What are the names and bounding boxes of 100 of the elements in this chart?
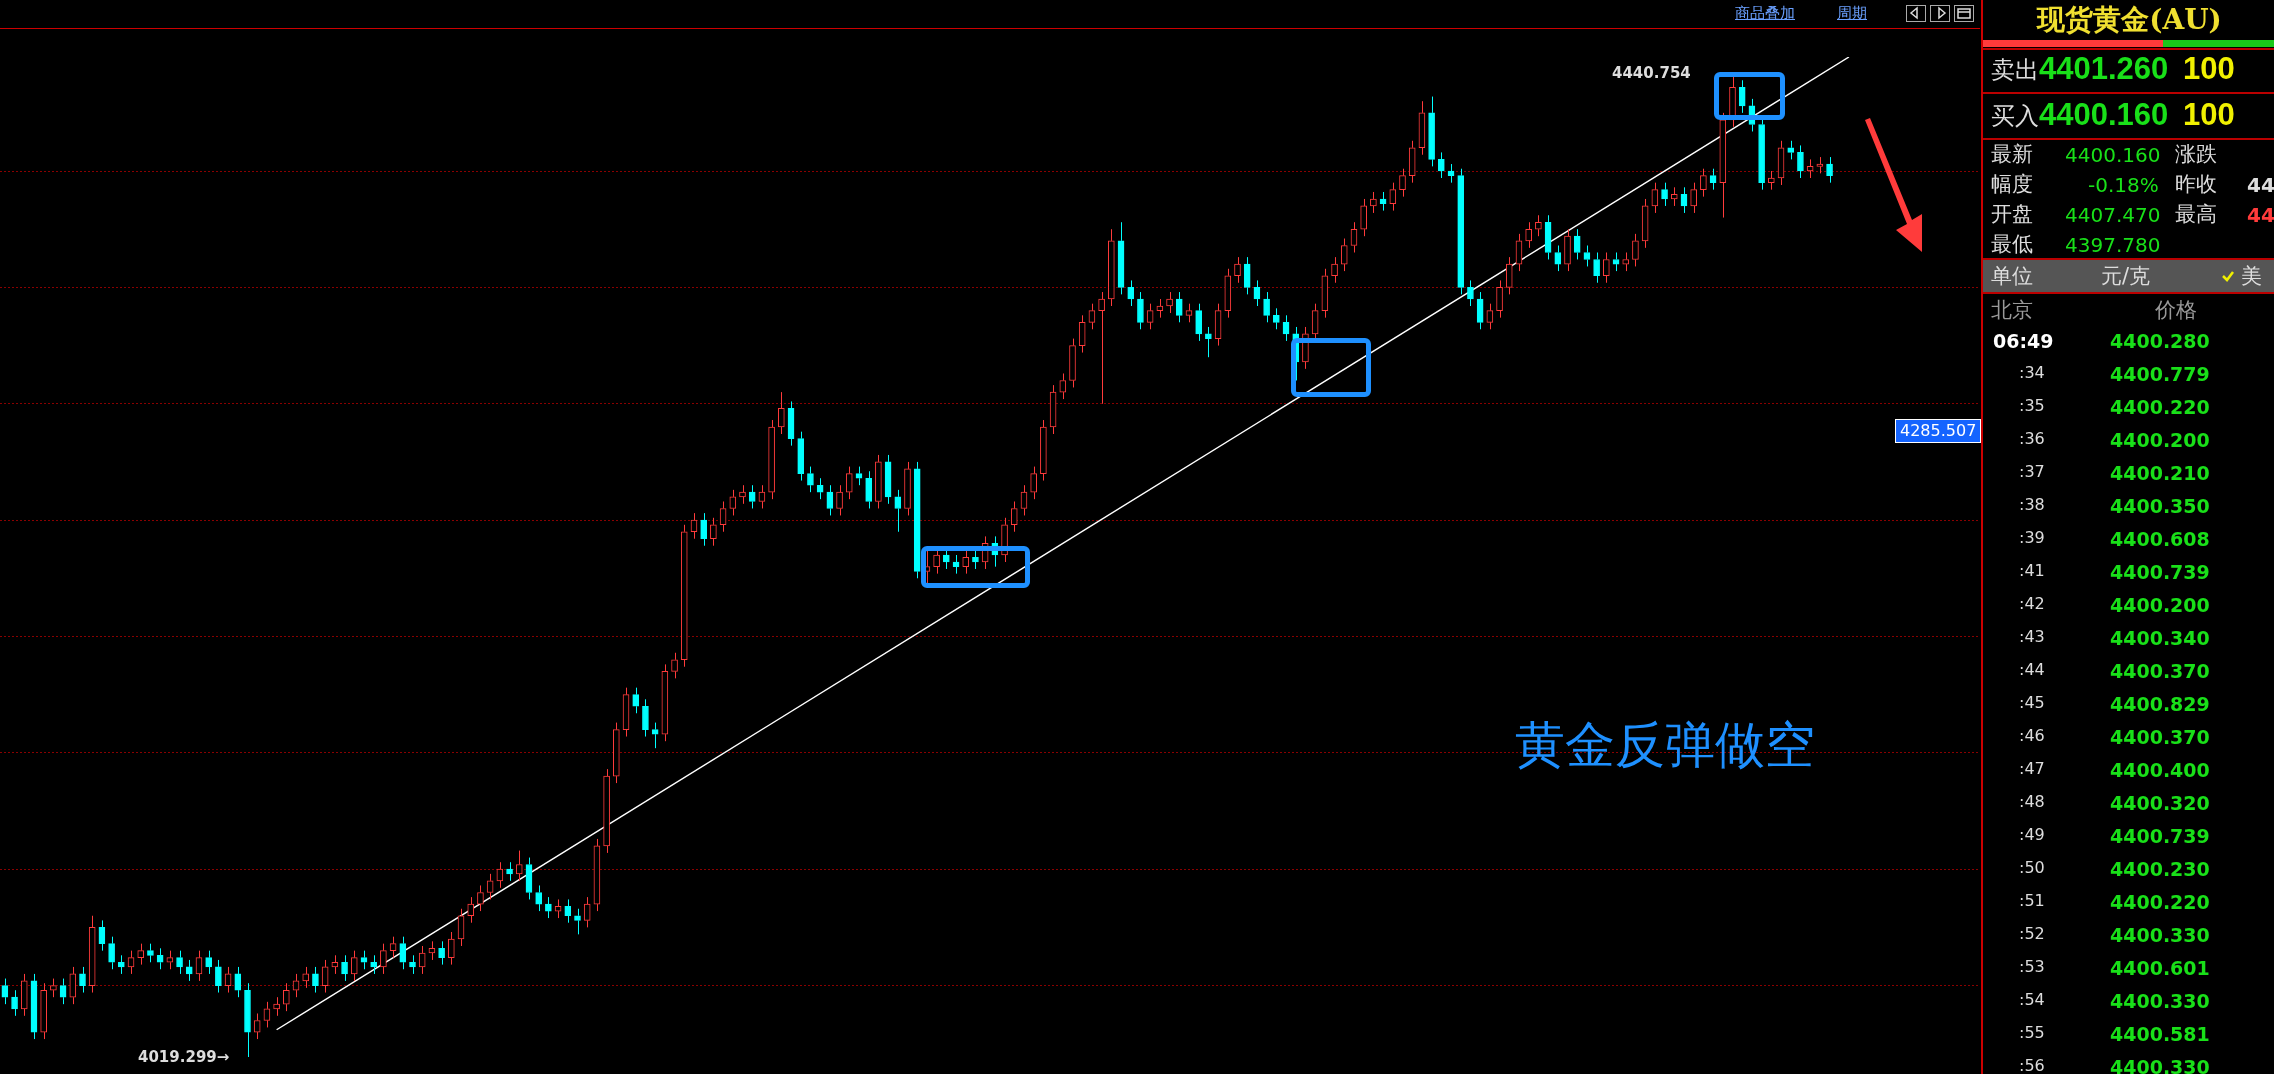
text: 买入 — [1991, 102, 2039, 130]
text: 单位 — [1991, 264, 2033, 288]
candlestick — [1602, 251, 1610, 284]
candlestick — [486, 873, 494, 900]
candlestick — [865, 470, 873, 509]
candlestick — [1496, 279, 1503, 319]
text: 100 — [2183, 51, 2235, 86]
text: 4400.210 — [2110, 462, 2210, 484]
text: 最低 — [1991, 232, 2033, 256]
candlestick — [1564, 228, 1571, 272]
candlestick — [253, 1012, 261, 1040]
candlestick — [535, 884, 543, 912]
candlestick — [447, 931, 455, 966]
candlestick — [1370, 191, 1377, 214]
candlestick — [574, 908, 581, 935]
candlestick — [1175, 291, 1183, 323]
text: 4400.160 — [2065, 143, 2161, 167]
candlestick — [1700, 168, 1707, 198]
candlestick — [506, 861, 513, 882]
candlestick — [1622, 251, 1630, 272]
candlestick — [700, 512, 708, 547]
candlestick — [185, 959, 193, 982]
candlestick — [1040, 419, 1047, 482]
text: 4400.320 — [2110, 792, 2210, 814]
text: :47 — [2019, 759, 2045, 778]
candlestick — [1340, 238, 1348, 272]
candlestick — [1331, 256, 1338, 284]
text: 4400.200 — [2110, 594, 2210, 616]
candlestick — [1719, 112, 1727, 219]
text: :34 — [2019, 363, 2045, 382]
text: 4400.739 — [2110, 825, 2210, 847]
candlestick — [1010, 501, 1018, 533]
candlestick — [972, 549, 979, 570]
text: 4400.829 — [2110, 693, 2210, 715]
text: 开盘 — [1991, 202, 2033, 226]
text: 4400.350 — [2110, 495, 2210, 517]
candlestick — [1583, 245, 1591, 267]
candlestick — [894, 489, 902, 533]
candlestick — [1826, 156, 1833, 184]
text: 4400.340 — [2110, 627, 2210, 649]
text: 最新 — [1991, 142, 2033, 166]
candlestick — [1166, 291, 1173, 314]
candlestick — [545, 896, 552, 919]
candlestick — [302, 966, 310, 989]
candlestick — [389, 936, 397, 959]
candlestick — [729, 489, 737, 516]
candlestick — [1243, 256, 1251, 295]
text: 4400.200 — [2110, 429, 2210, 451]
text: 4400.220 — [2110, 396, 2210, 418]
text: :39 — [2019, 528, 2045, 547]
candlestick — [11, 989, 18, 1017]
candlestick — [156, 947, 164, 970]
candlestick — [1205, 326, 1212, 358]
candlestick — [1573, 228, 1581, 260]
candlestick — [1797, 144, 1804, 179]
candlestick — [438, 940, 445, 966]
candlestick — [205, 950, 213, 975]
candlestick — [1, 978, 9, 1005]
candlestick — [176, 950, 183, 975]
candlestick — [1272, 307, 1280, 330]
candlestick — [1554, 245, 1562, 272]
annotation: 4285.507 — [1895, 419, 1982, 443]
candlestick — [399, 936, 407, 970]
candlestick — [1486, 303, 1494, 330]
text: 卖出 — [1991, 56, 2039, 84]
candlestick — [1030, 466, 1038, 500]
text: 4400.280 — [2110, 330, 2210, 352]
candlestick — [88, 915, 96, 994]
candlestick — [768, 419, 775, 500]
candlestick — [350, 950, 358, 982]
candlestick — [1428, 96, 1435, 167]
candlestick — [273, 996, 280, 1017]
text: 最高 — [2175, 202, 2217, 226]
text: 4397.780 — [2065, 233, 2161, 257]
candlestick — [418, 945, 426, 975]
candlestick — [1137, 291, 1144, 330]
candlestick — [1709, 168, 1717, 191]
text: :53 — [2019, 957, 2045, 976]
text: 4400.160 — [2039, 97, 2169, 132]
candlestick — [1389, 182, 1397, 212]
text: :55 — [2019, 1023, 2045, 1042]
candlestick — [1535, 214, 1542, 237]
text: 4401.260 — [2039, 51, 2169, 86]
text: :44 — [2019, 660, 2045, 679]
text: 100 — [2183, 97, 2235, 132]
candlestick — [59, 978, 67, 1005]
text: -0.18% — [2088, 173, 2159, 197]
text: 价格 — [2155, 298, 2197, 322]
candlestick — [282, 982, 290, 1012]
candlestick — [797, 431, 805, 482]
candlestick — [1059, 373, 1067, 400]
candlestick — [1127, 279, 1135, 307]
text: 4400.739 — [2110, 561, 2210, 583]
candlestick — [1690, 182, 1698, 214]
annotation: 4019.299→ — [138, 1048, 230, 1066]
text: :52 — [2019, 924, 2045, 943]
candlestick — [816, 477, 824, 500]
candlestick — [836, 484, 843, 516]
text: 美 — [2241, 264, 2262, 288]
candlestick — [263, 1001, 271, 1028]
